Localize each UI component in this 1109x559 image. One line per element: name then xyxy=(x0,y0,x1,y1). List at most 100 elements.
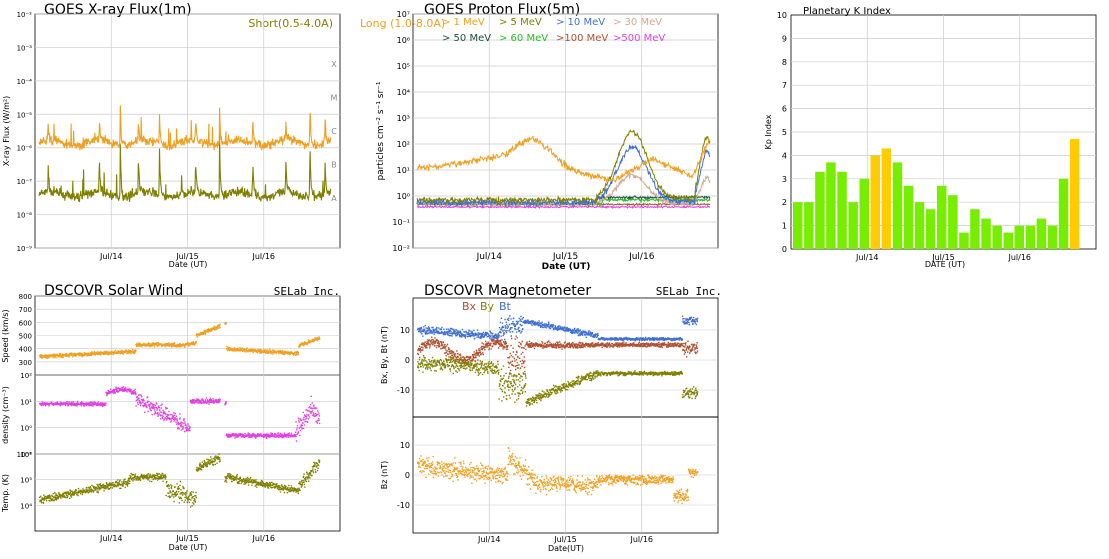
solar-wind-temp-label: Temp. (K) xyxy=(1,474,10,513)
y-tick-label: 10 xyxy=(777,11,787,20)
magnetometer-chart: DSCOVR Magnetometer SELab Inc. Bx By Bt … xyxy=(380,283,722,553)
y-tick-label: 10⁻⁸ xyxy=(17,212,33,220)
bt-points xyxy=(417,315,699,342)
flare-class-label: B xyxy=(331,160,337,169)
x-tick-label: Jul/14 xyxy=(855,253,879,262)
y-tick-label: 1 xyxy=(782,222,787,231)
kp-chart: Planetary K Index Kp Index DATE (UT) 0 1 2… xyxy=(764,6,1097,269)
proton-legend-entry: > 1 MeV xyxy=(442,17,485,28)
y-tick-label: 10⁰ xyxy=(397,192,410,201)
y-tick-label: 10⁶ xyxy=(20,451,32,459)
proton-legend-entry: >500 MeV xyxy=(613,33,665,44)
y-tick-label: 10⁻⁹ xyxy=(17,245,33,253)
y-tick-label: 10⁰ xyxy=(20,425,32,433)
y-tick-label: 10³ xyxy=(397,114,410,123)
kp-bar xyxy=(903,185,914,249)
y-tick-label: 7 xyxy=(782,81,787,90)
solar-wind-speed-label: Speed (km/s) xyxy=(1,309,10,362)
xray-series-line xyxy=(38,105,332,151)
y-tick-label: 4 xyxy=(782,151,787,160)
y-tick-label: 10⁻⁵ xyxy=(17,111,33,119)
kp-bar xyxy=(981,218,991,249)
xray-chart: GOES X-ray Flux(1m) Short(0.5-4.0A) Long… xyxy=(2,2,445,269)
temp-points xyxy=(39,453,321,508)
kp-bar xyxy=(1003,232,1013,249)
kp-bar xyxy=(948,195,958,249)
magnetometer-title: DSCOVR Magnetometer xyxy=(424,283,591,299)
y-tick-label: -10 xyxy=(397,386,410,395)
proton-y-label: particles cm⁻² s⁻¹ sr⁻¹ xyxy=(376,81,386,180)
xray-title: GOES X-ray Flux(1m) xyxy=(44,2,192,18)
x-tick-label: Jul/14 xyxy=(99,534,123,543)
x-tick-label: Jul/15 xyxy=(175,534,199,543)
kp-y-label: Kp Index xyxy=(764,114,773,149)
kp-bar xyxy=(837,171,847,249)
y-tick-label: 10⁷ xyxy=(397,10,410,19)
xray-y-label: X-ray Flux (W/m²) xyxy=(2,96,11,166)
proton-x-label: Date (UT) xyxy=(542,262,591,272)
proton-legend-entry: > 60 MeV xyxy=(499,33,548,44)
y-tick-label: -10 xyxy=(397,501,410,510)
kp-bar xyxy=(892,162,903,249)
flare-class-label: A xyxy=(331,194,337,203)
y-tick-label: 10¹ xyxy=(397,166,410,175)
proton-legend-entry: > 30 MeV xyxy=(613,17,662,28)
flare-class-label: C xyxy=(331,127,337,136)
y-tick-label: 5 xyxy=(782,128,787,137)
x-tick-label: Jul/16 xyxy=(251,534,275,543)
kp-bar xyxy=(793,202,803,249)
magnetometer-legend-by: By xyxy=(480,300,495,313)
bx-points xyxy=(417,335,699,385)
proton-legend-entry: >100 MeV xyxy=(556,33,608,44)
y-tick-label: 10⁻⁶ xyxy=(17,145,33,153)
y-tick-label: 6 xyxy=(782,105,787,114)
y-tick-label: 500 xyxy=(19,333,32,341)
solar-wind-density-label: density (cm⁻³) xyxy=(1,386,10,444)
x-tick-label: Jul/16 xyxy=(629,535,653,544)
y-tick-label: 10 xyxy=(400,441,410,450)
y-tick-label: 700 xyxy=(19,306,32,314)
proton-series-line xyxy=(416,204,711,210)
bz-points xyxy=(417,447,699,505)
y-tick-label: 10⁻¹ xyxy=(17,451,33,459)
y-tick-label: 10 xyxy=(400,326,410,335)
x-tick-label: Jul/15 xyxy=(553,535,577,544)
x-tick-label: Jul/14 xyxy=(476,252,503,262)
x-tick-label: Jul/15 xyxy=(931,253,955,262)
kp-bar xyxy=(1014,225,1024,249)
density-points xyxy=(39,386,321,442)
y-tick-label: 2 xyxy=(782,198,787,207)
x-tick-label: Jul/16 xyxy=(251,252,275,261)
y-tick-label: 10⁶ xyxy=(397,36,410,45)
flare-class-label: X xyxy=(331,60,337,69)
y-tick-label: 10² xyxy=(397,140,410,149)
kp-x-label: DATE (UT) xyxy=(925,260,965,269)
kp-bar xyxy=(859,178,869,249)
kp-bar xyxy=(815,171,825,249)
flare-class-label: M xyxy=(331,94,338,103)
kp-bar xyxy=(1036,218,1047,249)
x-tick-label: Jul/16 xyxy=(1007,253,1031,262)
kp-bar xyxy=(826,162,836,249)
kp-bar xyxy=(937,185,947,249)
y-tick-label: 10⁻⁴ xyxy=(17,78,33,86)
kp-bar xyxy=(881,148,892,249)
proton-legend-entry: > 10 MeV xyxy=(556,17,605,28)
y-tick-label: 0 xyxy=(405,356,410,365)
x-tick-label: Jul/15 xyxy=(552,252,578,262)
proton-chart: GOES Proton Flux(5m) particles cm⁻² s⁻¹ … xyxy=(376,2,719,272)
y-tick-label: 400 xyxy=(19,346,32,354)
kp-bar xyxy=(870,155,880,249)
xray-x-label: Date (UT) xyxy=(169,260,208,269)
y-tick-label: 3 xyxy=(782,175,787,184)
solar-wind-x-label: Date (UT) xyxy=(169,543,208,552)
y-tick-label: 0 xyxy=(405,471,410,480)
x-tick-label: Jul/16 xyxy=(628,252,655,262)
magnetometer-b-label: Bx, By, Bt (nT) xyxy=(380,326,389,384)
y-tick-label: 9 xyxy=(782,34,787,43)
speed-points xyxy=(39,321,321,359)
y-tick-label: 10⁴ xyxy=(20,502,32,510)
proton-title: GOES Proton Flux(5m) xyxy=(424,2,580,18)
kp-bar xyxy=(992,225,1002,249)
